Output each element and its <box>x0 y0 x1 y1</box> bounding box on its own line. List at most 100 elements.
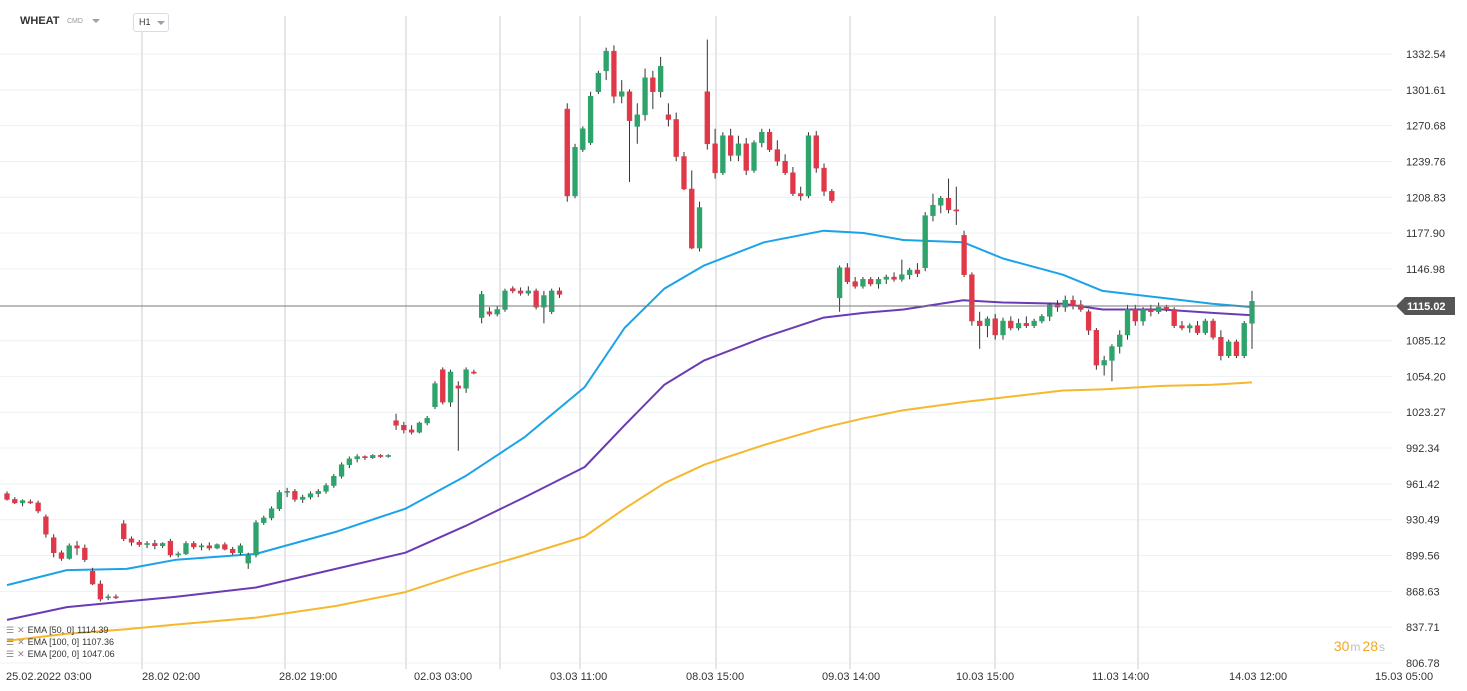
candle-body <box>19 500 26 504</box>
legend-item-ema50[interactable]: ☰ ✕ EMA [50, 0] 1114.39 <box>6 624 115 636</box>
candle <box>1085 309 1092 335</box>
candle-body <box>673 119 679 157</box>
candle <box>486 307 493 317</box>
chart-grid <box>0 16 1392 669</box>
candle <box>1148 304 1154 317</box>
x-tick-label: 25.02.2022 03:00 <box>6 671 92 683</box>
candle-body <box>206 545 212 549</box>
candle <box>206 542 212 551</box>
candle-body <box>1163 306 1170 310</box>
candle <box>354 454 360 463</box>
menu-icon[interactable]: ☰ <box>6 637 15 647</box>
candle-body <box>416 422 423 433</box>
candle-body <box>759 131 765 143</box>
candle-body <box>1132 309 1138 322</box>
candle <box>517 287 524 296</box>
candle-body <box>821 167 827 192</box>
candle-body <box>642 77 648 116</box>
candle-body <box>549 290 555 313</box>
y-tick-label: 1023.27 <box>1406 407 1446 419</box>
candle-body <box>408 429 415 433</box>
candle-body <box>1233 341 1240 357</box>
chart-header: WHEAT CMD H1 <box>0 0 1467 36</box>
candle-body <box>556 290 563 295</box>
candle <box>4 491 10 501</box>
candle <box>1202 318 1208 335</box>
legend-item-ema200[interactable]: ☰ ✕ EMA [200, 0] 1047.06 <box>6 648 115 660</box>
candle-body <box>27 501 34 504</box>
candle-body <box>510 288 516 292</box>
candle-body <box>424 418 430 424</box>
candle-body <box>1000 320 1006 336</box>
candle-body <box>1093 330 1100 366</box>
legend-value: 1107.36 <box>82 637 115 647</box>
candle <box>891 272 897 282</box>
candle-body <box>1101 360 1107 366</box>
candle <box>175 551 181 558</box>
candle-body <box>191 543 197 548</box>
candle-body <box>144 543 150 545</box>
symbol-dropdown-icon[interactable] <box>92 19 100 23</box>
candle <box>121 520 127 542</box>
close-icon[interactable]: ✕ <box>17 637 25 647</box>
candle-body <box>1047 304 1053 317</box>
candle-body <box>237 545 244 553</box>
candle <box>261 515 267 525</box>
menu-icon[interactable]: ☰ <box>6 649 15 659</box>
candle-body <box>720 135 726 174</box>
candle <box>580 126 586 152</box>
y-tick-label: 837.71 <box>1406 622 1440 634</box>
candle <box>136 539 142 547</box>
candle-body <box>113 596 119 599</box>
candle <box>408 425 415 435</box>
candle <box>1179 321 1185 331</box>
candle-body <box>58 552 65 559</box>
candle-body <box>626 91 633 121</box>
ema-lines <box>6 229 1253 642</box>
candle <box>525 286 532 296</box>
candle-body <box>984 318 991 326</box>
candle-body <box>385 455 391 457</box>
candle <box>19 499 26 507</box>
candle <box>875 277 882 289</box>
candle-body <box>245 554 251 564</box>
menu-icon[interactable]: ☰ <box>6 625 15 635</box>
candle <box>868 277 874 287</box>
candle <box>572 143 578 199</box>
timeframe-select[interactable]: H1 <box>133 13 169 32</box>
candle <box>1093 327 1100 370</box>
candle-body <box>432 383 438 408</box>
candle-body <box>4 493 10 500</box>
candle <box>992 314 998 340</box>
candle-body <box>66 545 72 559</box>
candle <box>338 462 345 479</box>
candle <box>735 135 742 162</box>
candle-body <box>836 267 843 299</box>
legend-item-ema100[interactable]: ☰ ✕ EMA [100, 0] 1107.36 <box>6 636 115 648</box>
candle-body <box>136 542 142 545</box>
y-tick-label: 806.78 <box>1406 658 1440 670</box>
candle-body <box>167 540 174 556</box>
candle <box>447 369 454 407</box>
y-tick-label: 1270.68 <box>1406 121 1446 133</box>
close-icon[interactable]: ✕ <box>17 649 25 659</box>
candle-body <box>292 491 298 500</box>
candle-body <box>370 455 376 458</box>
candle <box>681 151 687 191</box>
candle-body <box>1155 306 1162 313</box>
candle <box>587 91 594 145</box>
candle <box>914 263 921 278</box>
candle <box>198 543 205 551</box>
candle <box>836 265 843 312</box>
price-tag-label: 1115.02 <box>1407 301 1446 313</box>
candle <box>1023 316 1030 328</box>
candle <box>1233 339 1240 359</box>
candle <box>284 487 290 498</box>
candle-body <box>922 215 928 269</box>
candle <box>128 536 135 546</box>
candle <box>1070 295 1076 310</box>
close-icon[interactable]: ✕ <box>17 625 25 635</box>
instrument-symbol[interactable]: WHEAT <box>20 15 60 27</box>
candle-body <box>938 198 944 206</box>
